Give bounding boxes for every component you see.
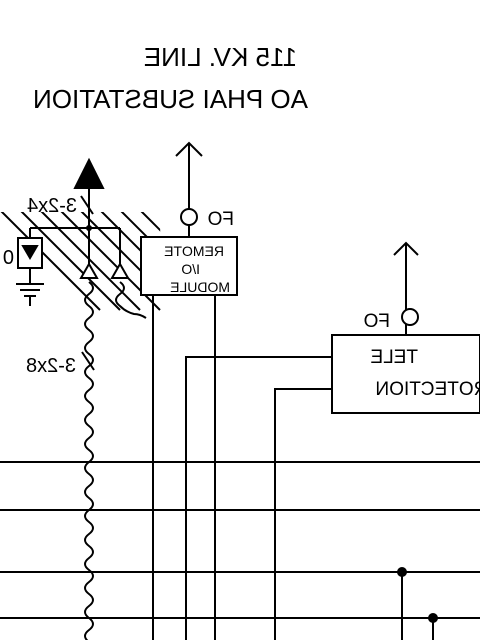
cable-size-top: 3-2x4 xyxy=(27,195,77,217)
teleprotection-label-2: PROTECTION xyxy=(375,379,480,400)
remote-fo-circle xyxy=(180,208,198,226)
cable-slash-mid xyxy=(81,351,95,371)
teleprotection-label-1: TELE xyxy=(370,347,418,368)
ct-arrow-1 xyxy=(79,261,99,279)
tele-fo-arrow xyxy=(393,241,419,256)
tele-fo-circle xyxy=(401,308,419,326)
tele-wire-2 xyxy=(274,388,332,640)
control-cable-short xyxy=(115,281,147,319)
tele-wire-1 xyxy=(185,356,332,640)
remote-fo-arrow xyxy=(175,141,203,157)
line-terminal-triangle xyxy=(73,157,105,189)
remote-io-label-1: REMOTE xyxy=(164,243,224,259)
title-line-1: 115 KV. LINE xyxy=(144,42,297,72)
remote-io-label-2: I/O xyxy=(181,261,200,277)
meter-box xyxy=(17,237,43,269)
meter-zero-label: 0 xyxy=(3,247,14,269)
title-line-2: AO PHAI SUBSTATION xyxy=(33,84,308,114)
remote-io-label-3: MODULE xyxy=(170,279,230,295)
ct-arrow-2 xyxy=(110,261,130,279)
meter-arrow-icon xyxy=(21,245,39,260)
tele-fo-label: FO xyxy=(364,311,390,332)
remote-io-box xyxy=(140,236,238,296)
remote-fo-label: FO xyxy=(208,209,234,230)
cable-slash-top xyxy=(80,195,94,215)
control-cable-wavy xyxy=(84,281,94,640)
cable-size-mid: 3-2x8 xyxy=(26,355,76,377)
